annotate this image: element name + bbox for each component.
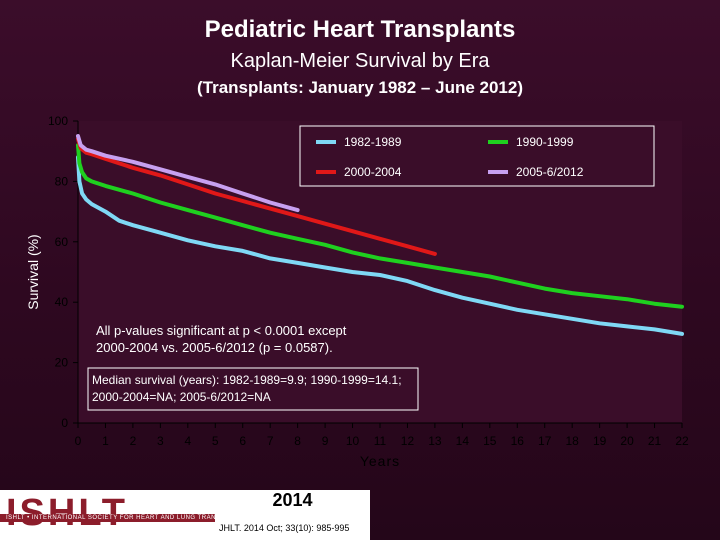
x-tick-label: 14 xyxy=(456,434,470,448)
x-axis-label: Years xyxy=(360,453,400,469)
x-tick-label: 11 xyxy=(374,434,387,448)
legend-label-1: 1982-1989 xyxy=(344,135,402,149)
x-tick-label: 22 xyxy=(675,434,689,448)
chart-title: Pediatric Heart Transplants xyxy=(204,16,516,43)
x-tick-label: 16 xyxy=(511,434,525,448)
x-tick-label: 15 xyxy=(483,434,497,448)
citation-year: 2014 xyxy=(272,490,313,510)
series-line-2 xyxy=(76,143,684,309)
y-tick-label: 0 xyxy=(61,416,68,430)
chart-period: (Transplants: January 1982 – June 2012) xyxy=(197,78,523,97)
x-tick-label: 18 xyxy=(566,434,580,448)
x-tick-label: 8 xyxy=(294,434,301,448)
y-axis-label: Survival (%) xyxy=(25,234,41,309)
chart-subtitle: Kaplan-Meier Survival by Era xyxy=(230,50,490,72)
series-line-4 xyxy=(76,134,300,213)
x-tick-label: 20 xyxy=(620,434,634,448)
citation-box: 2014 JHLT. 2014 Oct; 33(10): 985-995 xyxy=(215,490,370,540)
logo-tagline: ISHLT • INTERNATIONAL SOCIETY FOR HEART … xyxy=(6,515,215,521)
y-tick-label: 80 xyxy=(55,174,69,188)
x-tick-label: 5 xyxy=(212,434,219,448)
x-tick-label: 0 xyxy=(75,434,82,448)
logo-bar xyxy=(0,514,215,522)
annotation-median-line: Median survival (years): 1982-1989=9.9; … xyxy=(92,373,402,387)
annotation-pvalues-line: All p-values significant at p < 0.0001 e… xyxy=(96,323,347,338)
legend-label-4: 2005-6/2012 xyxy=(516,165,584,179)
x-tick-label: 13 xyxy=(428,434,442,448)
annotation-pvalues-line: 2000-2004 vs. 2005-6/2012 (p = 0.0587). xyxy=(96,340,333,355)
legend-label-2: 1990-1999 xyxy=(516,135,574,149)
x-tick-label: 10 xyxy=(346,434,360,448)
x-tick-label: 17 xyxy=(538,434,552,448)
x-tick-label: 7 xyxy=(267,434,274,448)
x-tick-label: 21 xyxy=(648,434,662,448)
series-line-3 xyxy=(76,137,437,256)
y-tick-label: 60 xyxy=(55,235,69,249)
x-tick-label: 12 xyxy=(401,434,415,448)
x-tick-label: 6 xyxy=(239,434,246,448)
x-tick-label: 4 xyxy=(184,434,191,448)
annotation-median-line: 2000-2004=NA; 2005-6/2012=NA xyxy=(92,390,271,404)
x-tick-label: 2 xyxy=(130,434,137,448)
legend-label-3: 2000-2004 xyxy=(344,165,402,179)
x-tick-label: 19 xyxy=(593,434,607,448)
citation-reference: JHLT. 2014 Oct; 33(10): 985-995 xyxy=(219,523,350,533)
y-tick-label: 40 xyxy=(55,295,69,309)
legend-box xyxy=(299,125,655,187)
ishlt-logo: ISHLT ISHLT • INTERNATIONAL SOCIETY FOR … xyxy=(0,490,215,540)
x-tick-label: 3 xyxy=(157,434,164,448)
x-tick-label: 9 xyxy=(322,434,329,448)
logo-text: ISHLT xyxy=(6,492,128,534)
y-tick-label: 20 xyxy=(55,356,69,370)
series-line-1 xyxy=(76,155,684,336)
y-tick-label: 100 xyxy=(48,114,68,128)
median-box xyxy=(87,367,419,411)
x-tick-label: 1 xyxy=(102,434,109,448)
